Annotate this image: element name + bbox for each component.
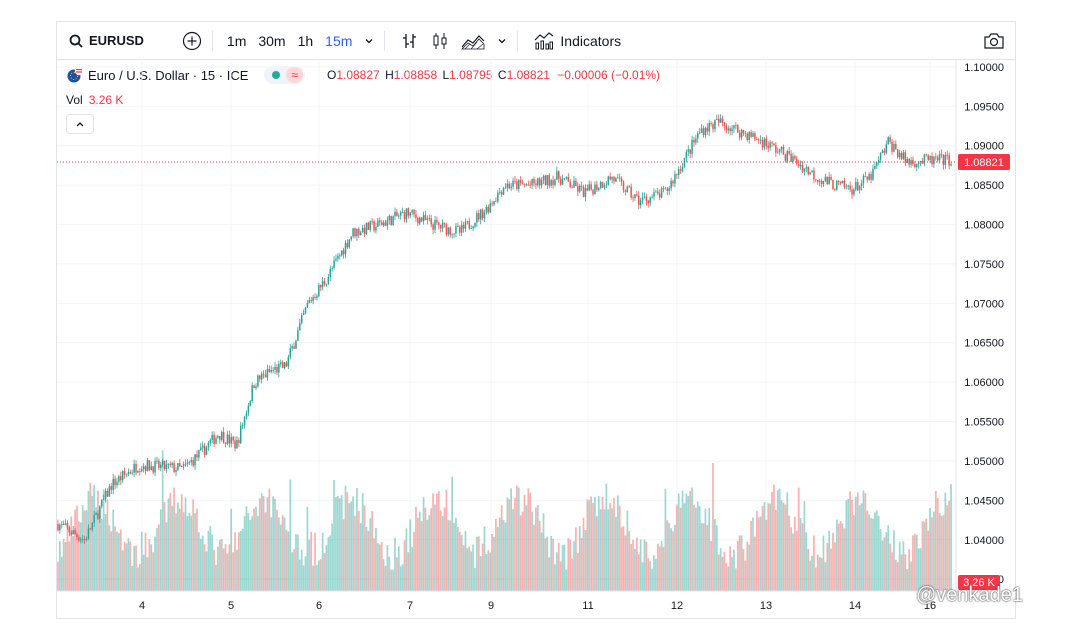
toolbar-divider [517,30,519,51]
symbol-name: EURUSD [89,33,144,48]
ohlc-values: O1.08827 H1.08858 L1.08795 C1.08821 −0.0… [327,68,660,82]
market-status-badge: ≈ [264,66,305,84]
low-value: 1.08795 [449,68,493,82]
interval-dropdown[interactable] [358,26,380,56]
volume-legend: Vol 3.26 K [66,93,123,107]
series-legend: Euro / U.S. Dollar · 15 · ICE ≈ O1.08827… [66,66,660,84]
chart-type-dropdown[interactable] [491,26,513,56]
area-chart-button[interactable] [455,26,491,56]
change-value: −0.00006 (−0.01%) [557,68,661,82]
interval-1h[interactable]: 1h [297,32,314,49]
indicators-label: Indicators [560,32,622,49]
open-value: 1.08827 [336,68,380,82]
delayed-icon: ≈ [286,67,303,83]
screenshot-button[interactable] [977,26,1011,56]
interval-15m[interactable]: 15m [325,32,353,49]
series-title: Euro / U.S. Dollar · 15 · ICE [88,67,249,83]
eu-flag-icon [67,66,84,83]
interval-30m[interactable]: 30m [258,32,286,49]
close-value: 1.08821 [506,68,550,82]
toolbar-divider [384,30,386,51]
indicators-button[interactable]: Indicators [528,26,627,56]
search-icon [69,34,83,48]
close-label: C [497,68,507,82]
indicators-icon [534,31,554,49]
top-toolbar: EURUSD 1m 30m 1h 15m Indicators [57,22,1015,60]
compare-button[interactable] [176,26,208,56]
open-label: O [326,68,337,82]
volume-label: Vol [66,93,83,107]
camera-icon [984,32,1004,49]
plus-circle-icon [182,31,202,50]
chevron-down-icon [498,38,506,43]
low-label: L [442,68,450,82]
chart-frame [56,21,1016,619]
interval-1m[interactable]: 1m [226,32,247,49]
candles-icon [433,32,447,49]
bars-icon [403,33,417,48]
volume-value: 3.26 K [88,93,124,107]
symbol-search[interactable]: EURUSD [63,26,150,56]
candles-button[interactable] [425,26,455,56]
watermark: @venkade1 [916,584,1024,606]
chevron-up-icon [76,122,84,127]
high-value: 1.08858 [393,68,438,82]
collapse-legend-button[interactable] [66,114,94,134]
chevron-down-icon [365,38,373,43]
high-label: H [385,68,394,82]
market-open-dot-icon [272,71,281,79]
area-chart-icon [461,34,485,49]
toolbar-divider [211,30,213,51]
bar-type-button[interactable] [395,26,425,56]
